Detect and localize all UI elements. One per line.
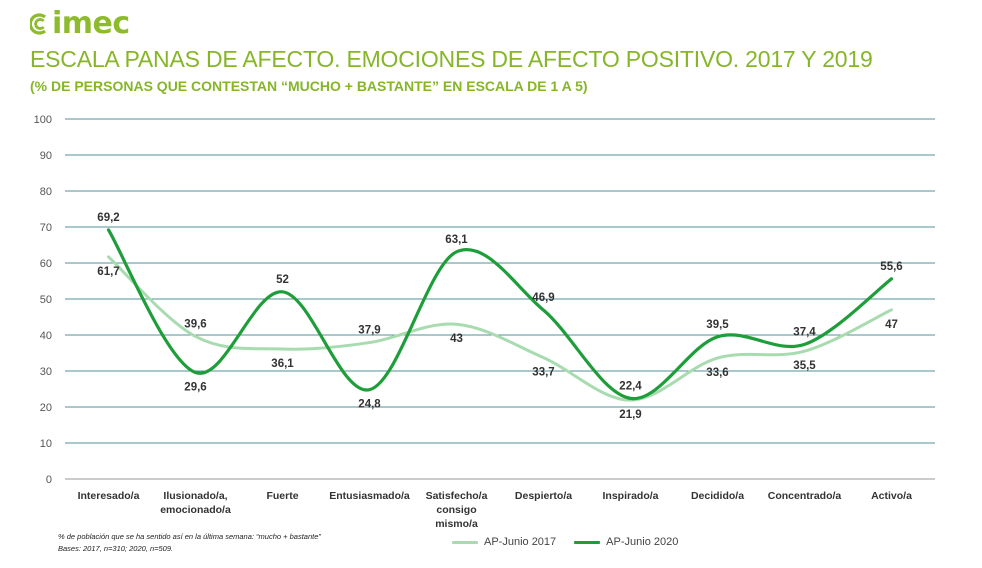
- x-category-label: Satisfecho/a consigo mismo/a: [426, 490, 488, 530]
- y-axis-ticks: 0 10 20 30 40 50 60 70 80 90 100: [34, 114, 52, 486]
- y-tick-label: 40: [40, 330, 52, 342]
- y-tick-label: 100: [34, 114, 52, 126]
- data-label: 69,2: [97, 212, 119, 224]
- gridlines: [65, 118, 935, 480]
- x-category-line: Despierto/a: [515, 490, 572, 502]
- x-category-label: Inspirado/a: [602, 490, 658, 502]
- data-labels: 61,7 39,6 36,1 37,9 43 33,7 21,9 33,6 35,5 47 69,2…: [97, 212, 902, 421]
- data-label: 55,6: [880, 261, 902, 273]
- data-label: 61,7: [97, 266, 119, 278]
- y-tick-label: 20: [40, 402, 52, 414]
- y-tick-label: 90: [40, 150, 52, 162]
- data-label: 37,9: [358, 325, 380, 337]
- logo-text: imec: [52, 6, 130, 41]
- footnote-line-1: % de población que se ha sentido así en …: [58, 532, 321, 541]
- x-axis-categories: Interesado/a Ilusionado/a, emocionado/a Fue…: [78, 490, 913, 530]
- data-label: 33,6: [706, 367, 728, 379]
- x-category-line: Entusiasmado/a: [329, 490, 410, 502]
- data-label: 37,4: [793, 326, 816, 338]
- y-tick-label: 0: [46, 474, 52, 486]
- y-tick-label: 60: [40, 258, 52, 270]
- x-category-label: Fuerte: [266, 490, 298, 502]
- data-label: 36,1: [271, 358, 294, 370]
- y-tick-label: 50: [40, 294, 52, 306]
- x-category-line: consigo: [436, 504, 476, 516]
- data-label: 35,5: [793, 360, 816, 372]
- chart-title: ESCALA PANAS DE AFECTO. EMOCIONES DE AFE…: [30, 46, 873, 72]
- x-category-line: Fuerte: [266, 490, 298, 502]
- legend-swatch-2020: [574, 540, 601, 544]
- x-category-line: Ilusionado/a,: [163, 490, 227, 502]
- data-label: 63,1: [445, 234, 468, 246]
- data-label: 39,6: [184, 318, 206, 330]
- x-category-label: Ilusionado/a, emocionado/a: [160, 490, 231, 516]
- y-tick-label: 30: [40, 366, 52, 378]
- x-category-line: Satisfecho/a: [426, 490, 488, 502]
- data-label: 29,6: [184, 381, 206, 393]
- series-line-2017: [107, 255, 893, 402]
- data-label: 33,7: [532, 367, 554, 379]
- legend-label-2017: AP-Junio 2017: [484, 536, 557, 548]
- data-label: 52: [276, 274, 289, 286]
- x-category-label: Concentrado/a: [768, 490, 842, 502]
- data-label: 24,8: [358, 399, 381, 411]
- data-label: 43: [450, 333, 463, 345]
- series-line-2020: [106, 228, 894, 400]
- imec-logo: imec: [30, 4, 130, 44]
- x-category-label: Despierto/a: [515, 490, 572, 502]
- x-category-line: Interesado/a: [78, 490, 140, 502]
- x-category-line: Activo/a: [871, 490, 912, 502]
- data-label: 47: [885, 319, 898, 331]
- data-label: 22,4: [619, 380, 642, 392]
- chart-subtitle: (% DE PERSONAS QUE CONTESTAN “MUCHO + BA…: [30, 78, 588, 94]
- legend-swatch-2017: [452, 540, 478, 544]
- legend-item-2017: AP-Junio 2017: [452, 536, 556, 548]
- x-category-line: emocionado/a: [160, 504, 231, 516]
- x-category-line: Inspirado/a: [602, 490, 658, 502]
- footnote-line-2: Bases: 2017, n=310; 2020, n=509.: [58, 544, 174, 553]
- series-lines: [106, 228, 894, 402]
- footnote: % de población que se ha sentido así en …: [58, 531, 321, 555]
- x-category-label: Activo/a: [871, 490, 912, 502]
- x-category-line: mismo/a: [435, 518, 478, 530]
- y-tick-label: 10: [40, 438, 52, 450]
- legend: AP-Junio 2017 AP-Junio 2020: [452, 536, 696, 548]
- x-category-label: Interesado/a: [78, 490, 140, 502]
- data-label: 39,5: [706, 319, 729, 331]
- x-category-label: Decidido/a: [691, 490, 744, 502]
- x-category-line: Concentrado/a: [768, 490, 842, 502]
- x-category-label: Entusiasmado/a: [329, 490, 410, 502]
- data-label: 46,9: [532, 292, 554, 304]
- legend-item-2020: AP-Junio 2020: [574, 536, 678, 548]
- logo-arc-icon: [30, 13, 47, 35]
- data-label: 21,9: [619, 409, 641, 421]
- x-category-line: Decidido/a: [691, 490, 744, 502]
- y-tick-label: 80: [40, 186, 52, 198]
- legend-label-2020: AP-Junio 2020: [606, 536, 679, 548]
- y-tick-label: 70: [40, 222, 52, 234]
